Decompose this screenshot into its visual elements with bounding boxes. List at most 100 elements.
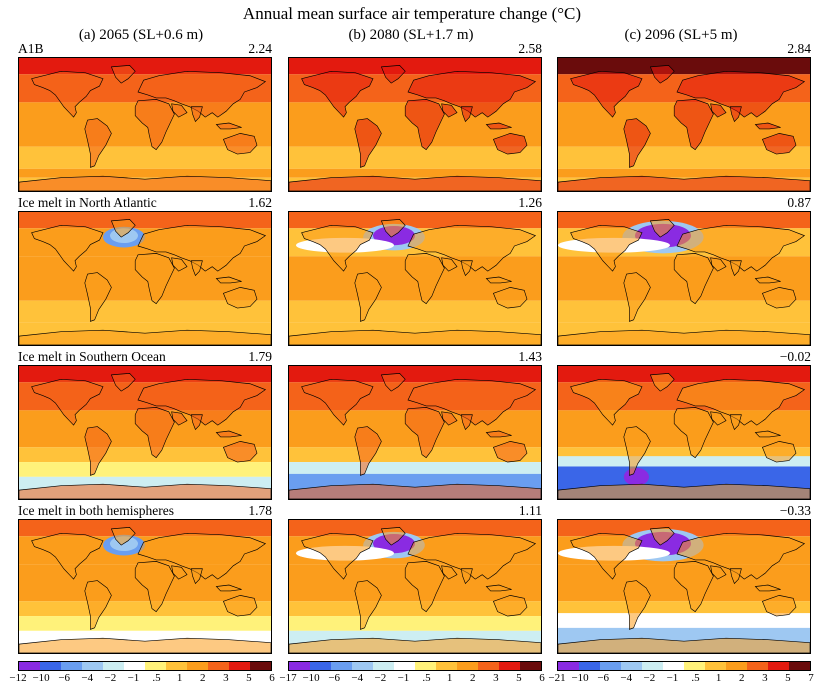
colorbar-tick-label: 1 bbox=[176, 672, 183, 684]
continent-outline bbox=[485, 122, 512, 130]
colorbar-tick-label: −12 bbox=[9, 672, 27, 684]
continent-outline bbox=[676, 70, 806, 118]
continent-outline bbox=[137, 378, 267, 426]
continent-outline bbox=[649, 219, 675, 238]
field-band bbox=[558, 300, 810, 323]
continent-outline bbox=[761, 441, 797, 463]
colorbar-tick-label: .5 bbox=[422, 672, 431, 684]
colorbar-swatch bbox=[229, 662, 250, 670]
continent-outline bbox=[19, 175, 271, 191]
continent-outline bbox=[137, 224, 267, 272]
colorbar-tick-label: 5 bbox=[516, 672, 522, 684]
continent-outline bbox=[31, 532, 104, 580]
continent-outline bbox=[485, 276, 512, 284]
continent-outline bbox=[729, 568, 742, 585]
continent-outline bbox=[84, 118, 112, 168]
field-band bbox=[289, 168, 541, 178]
continent-outline bbox=[222, 441, 258, 463]
continent-outline bbox=[649, 65, 675, 84]
continent-outline bbox=[404, 99, 445, 151]
colorbar-tick-label: 1 bbox=[715, 672, 722, 684]
field-band bbox=[558, 520, 810, 537]
field-band bbox=[289, 462, 541, 474]
colorbar-swatch bbox=[40, 662, 61, 670]
continent-outline bbox=[407, 532, 537, 580]
colorbar-tick-label: 3 bbox=[493, 672, 499, 684]
figure-title: Annual mean surface air temperature chan… bbox=[242, 4, 582, 23]
colorbar-swatch bbox=[789, 662, 810, 670]
continent-outline bbox=[134, 561, 175, 613]
global-mean-so-2065: 1.79 bbox=[248, 349, 272, 364]
colorbar-swatch bbox=[82, 662, 103, 670]
colorbar-tick-label: −21 bbox=[548, 672, 566, 684]
continent-outline bbox=[623, 580, 651, 630]
continent-outline bbox=[110, 373, 136, 392]
continent-outline bbox=[171, 565, 188, 580]
colorbar-tick-label: −6 bbox=[597, 672, 610, 684]
field-band bbox=[19, 601, 271, 617]
continent-outline bbox=[460, 106, 473, 123]
continent-outline bbox=[558, 175, 810, 191]
colorbar-tick-label: 2 bbox=[199, 672, 206, 684]
colorbar-swatch bbox=[457, 662, 478, 670]
colorbar-swatch bbox=[124, 662, 145, 670]
continent-outline bbox=[380, 373, 406, 392]
anomaly-region bbox=[623, 467, 649, 486]
colorbar-tick-label: 5 bbox=[785, 672, 791, 684]
continent-outline bbox=[289, 329, 541, 345]
colorbar-tick-label: −2 bbox=[374, 672, 387, 684]
continent-outline bbox=[729, 260, 742, 277]
map-panel-na-2096 bbox=[557, 211, 811, 346]
continent-outline bbox=[84, 426, 112, 476]
field-band bbox=[19, 300, 271, 323]
colorbar-tick-label: 1 bbox=[446, 672, 453, 684]
colorbar-tick-label: −4 bbox=[620, 672, 633, 684]
continent-outline bbox=[570, 224, 643, 272]
continent-outline bbox=[754, 276, 781, 284]
continent-outline bbox=[673, 99, 714, 151]
colorbar-swatch bbox=[415, 662, 436, 670]
continent-outline bbox=[380, 65, 406, 84]
continent-outline bbox=[215, 276, 242, 284]
row-label-north-atlantic: Ice melt in North Atlantic bbox=[18, 195, 157, 210]
continent-outline bbox=[354, 426, 382, 476]
continent-outline bbox=[441, 257, 458, 272]
field-band bbox=[289, 212, 541, 229]
colorbar-swatch bbox=[166, 662, 187, 670]
colorbar-2065 bbox=[18, 661, 272, 671]
global-mean-so-2080: 1.43 bbox=[518, 349, 542, 364]
continent-outline bbox=[215, 122, 242, 130]
colorbar-tick-label: −1 bbox=[666, 672, 679, 684]
colorbar-tick-label: −10 bbox=[302, 672, 320, 684]
continent-outline bbox=[404, 561, 445, 613]
continent-outline bbox=[460, 414, 473, 431]
field-band bbox=[558, 146, 810, 169]
global-mean-na-2096: 0.87 bbox=[787, 195, 811, 210]
map-panel-so-2065 bbox=[18, 365, 272, 500]
colorbar-tick-label: 6 bbox=[539, 672, 545, 684]
continent-outline bbox=[754, 122, 781, 130]
continent-outline bbox=[84, 580, 112, 630]
field-band bbox=[19, 146, 271, 169]
continent-outline bbox=[570, 532, 643, 580]
continent-outline bbox=[754, 430, 781, 438]
global-mean-both-2065: 1.78 bbox=[248, 503, 272, 518]
colorbar-tick-label: −2 bbox=[643, 672, 656, 684]
map-panel-a1b-2096 bbox=[557, 57, 811, 192]
field-band bbox=[558, 613, 810, 628]
colorbar-swatch bbox=[187, 662, 208, 670]
field-band bbox=[19, 366, 271, 383]
colorbar-tick-label: −6 bbox=[58, 672, 71, 684]
continent-outline bbox=[673, 561, 714, 613]
continent-outline bbox=[289, 637, 541, 653]
field-band bbox=[19, 168, 271, 178]
continent-outline bbox=[190, 568, 203, 585]
continent-outline bbox=[31, 378, 104, 426]
colorbar-swatch bbox=[726, 662, 747, 670]
colorbar-tick-label: −17 bbox=[279, 672, 297, 684]
continent-outline bbox=[137, 532, 267, 580]
continent-outline bbox=[289, 175, 541, 191]
continent-outline bbox=[137, 70, 267, 118]
colorbar-tick-label: 6 bbox=[269, 672, 275, 684]
column-title-2096: (c) 2096 (SL+5 m) bbox=[624, 27, 738, 43]
